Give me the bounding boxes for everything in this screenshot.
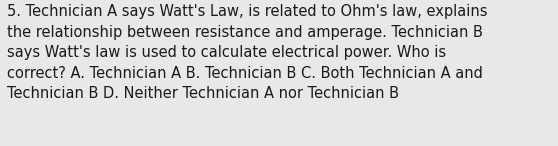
Text: 5. Technician A says Watt's Law, is related to Ohm's law, explains
the relations: 5. Technician A says Watt's Law, is rela… bbox=[7, 4, 487, 101]
